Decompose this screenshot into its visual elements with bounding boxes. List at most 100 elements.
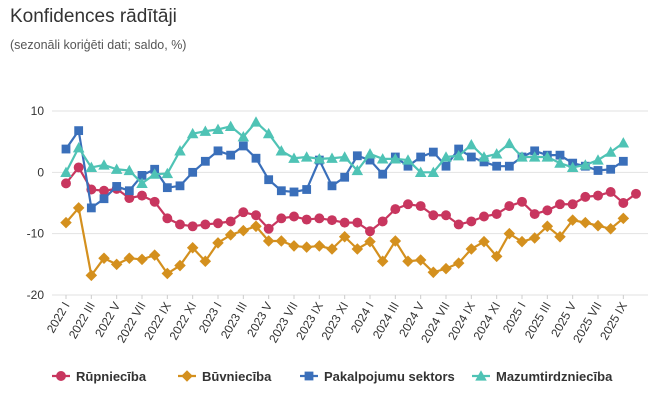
data-point (454, 144, 464, 154)
data-point (300, 151, 313, 162)
data-point (123, 164, 136, 176)
data-point (579, 159, 592, 170)
data-point (300, 241, 313, 253)
legend-marker (56, 371, 66, 381)
data-point (326, 243, 338, 255)
data-point (427, 166, 440, 177)
data-point (352, 151, 362, 161)
data-point (123, 252, 136, 264)
data-point (213, 146, 223, 156)
data-point (136, 253, 148, 266)
data-point (403, 199, 413, 210)
legend-label: Būvniecība (202, 369, 272, 384)
data-point (567, 199, 578, 210)
data-point (72, 202, 85, 214)
data-point (402, 255, 414, 268)
data-point (200, 219, 211, 230)
data-point (226, 150, 236, 160)
y-tick-label: 10 (31, 104, 45, 118)
data-point (566, 214, 579, 226)
data-point (604, 146, 617, 157)
legend-item[interactable]: Rūpniecība (52, 369, 147, 384)
series-line (65, 166, 637, 233)
data-point (338, 151, 351, 162)
legend-label: Mazumtirdzniecība (496, 369, 613, 384)
data-point (554, 157, 566, 168)
data-point (60, 166, 72, 177)
series-1 (60, 202, 630, 282)
legend-label: Pakalpojumu sektors (324, 369, 455, 384)
data-point (110, 258, 123, 271)
data-point (376, 153, 389, 164)
data-point (212, 123, 224, 135)
data-point (389, 153, 402, 164)
data-point (124, 186, 134, 196)
data-point (302, 185, 312, 194)
series-line (65, 129, 624, 210)
data-point (175, 181, 185, 191)
data-point (555, 199, 565, 210)
data-point (85, 161, 98, 173)
data-point (186, 242, 199, 254)
data-point (251, 210, 261, 221)
data-point (224, 120, 237, 131)
data-point (466, 152, 476, 162)
data-point (466, 216, 477, 227)
data-point (124, 193, 135, 204)
y-tick-label: -10 (27, 227, 45, 241)
data-point (440, 151, 452, 162)
data-point (72, 142, 85, 153)
data-point (555, 150, 565, 160)
data-point (364, 235, 376, 248)
data-point (516, 151, 528, 162)
legend-item[interactable]: Mazumtirdzniecība (472, 369, 613, 384)
data-point (148, 168, 161, 179)
data-point (262, 235, 275, 247)
data-point (592, 219, 604, 232)
data-point (60, 216, 72, 229)
legend-item[interactable]: Pakalpojumu sektors (300, 369, 455, 384)
data-point (264, 175, 274, 185)
data-point (314, 213, 325, 224)
data-point (593, 190, 603, 201)
data-point (492, 161, 502, 171)
series-2 (61, 126, 628, 213)
data-point (542, 205, 553, 216)
data-point (402, 154, 414, 165)
data-point (339, 217, 350, 228)
data-point (617, 137, 630, 148)
data-point (428, 147, 438, 157)
data-point (504, 161, 514, 171)
legend-marker (475, 370, 487, 381)
data-point (289, 211, 299, 222)
data-point (263, 223, 274, 234)
data-point (528, 151, 541, 162)
data-point (200, 156, 210, 166)
y-axis: 10 0 -10 -20 (27, 104, 45, 302)
data-point (377, 216, 388, 227)
data-point (276, 213, 287, 224)
data-point (617, 212, 630, 225)
data-point (61, 144, 71, 154)
data-point (327, 181, 337, 191)
data-point (338, 230, 351, 243)
data-point (452, 257, 465, 269)
data-point (491, 209, 502, 219)
data-point (490, 148, 503, 159)
data-point (74, 126, 84, 136)
legend-item[interactable]: Būvniecība (178, 369, 272, 384)
data-point (503, 227, 516, 240)
chart-title: Konfidences rādītāji (10, 6, 177, 27)
data-point (112, 182, 122, 191)
series-3 (60, 116, 630, 188)
data-point (238, 141, 248, 151)
data-point (237, 224, 250, 237)
data-point (618, 156, 628, 166)
data-point (606, 164, 616, 174)
legend-marker (304, 371, 314, 381)
data-point (61, 178, 71, 189)
legend-marker (181, 370, 193, 382)
data-point (225, 216, 236, 227)
data-point (137, 171, 147, 180)
